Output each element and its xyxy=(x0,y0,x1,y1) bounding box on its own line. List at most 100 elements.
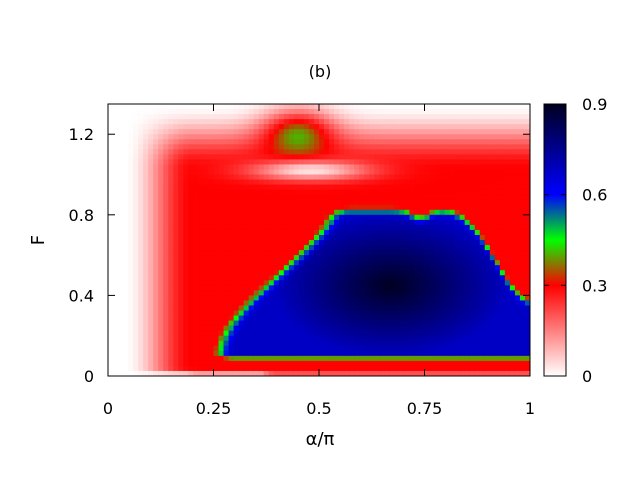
x-axis-label: α/π xyxy=(306,429,335,450)
heatmap-cell xyxy=(454,260,461,266)
heatmap-cell xyxy=(313,134,320,140)
heatmap-cell xyxy=(213,350,220,357)
heatmap-cell xyxy=(479,250,486,256)
heatmap-cell xyxy=(389,189,395,196)
heatmap-cell xyxy=(379,360,385,367)
heatmap-cell xyxy=(293,199,300,206)
heatmap-cell xyxy=(449,305,456,312)
heatmap-cell xyxy=(288,209,295,216)
heatmap-cell xyxy=(303,280,310,286)
heatmap-cell xyxy=(339,335,345,342)
heatmap-cell xyxy=(243,199,250,206)
heatmap-cell xyxy=(469,335,476,342)
heatmap-cell xyxy=(178,124,184,130)
heatmap-cell xyxy=(379,129,385,135)
heatmap-cell xyxy=(188,335,194,342)
heatmap-cell xyxy=(203,265,210,271)
heatmap-cell xyxy=(178,370,184,376)
heatmap-cell xyxy=(308,114,315,120)
heatmap-cell xyxy=(238,245,245,251)
heatmap-cell xyxy=(334,224,340,231)
heatmap-cell xyxy=(208,189,215,196)
heatmap-cell xyxy=(193,245,200,251)
heatmap-cell xyxy=(324,295,330,302)
heatmap-cell xyxy=(288,224,295,231)
heatmap-cell xyxy=(354,154,360,161)
heatmap-cell xyxy=(133,169,139,176)
heatmap-cell xyxy=(404,184,411,191)
heatmap-cell xyxy=(138,109,144,115)
heatmap-cell xyxy=(474,310,481,317)
heatmap-cell xyxy=(419,124,426,130)
heatmap-cell xyxy=(514,240,521,246)
heatmap-cell xyxy=(283,139,290,145)
heatmap-cell xyxy=(474,325,481,332)
heatmap-cell xyxy=(233,325,240,332)
heatmap-cell xyxy=(248,250,255,256)
heatmap-cell xyxy=(444,285,451,291)
heatmap-cell xyxy=(429,149,436,155)
heatmap-cell xyxy=(419,109,426,115)
heatmap-cell xyxy=(489,154,496,161)
heatmap-cell xyxy=(283,350,290,357)
heatmap-cell xyxy=(178,305,184,312)
heatmap-cell xyxy=(198,310,205,317)
heatmap-cell xyxy=(188,119,194,125)
heatmap-cell xyxy=(419,265,426,271)
heatmap-cell xyxy=(113,355,119,362)
heatmap-cell xyxy=(113,350,119,357)
heatmap-cell xyxy=(354,310,360,317)
heatmap-cell xyxy=(128,179,134,186)
heatmap-cell xyxy=(394,280,400,286)
heatmap-cell xyxy=(369,350,375,357)
heatmap-cell xyxy=(454,204,461,211)
heatmap-cell xyxy=(399,199,405,206)
heatmap-cell xyxy=(459,229,466,236)
heatmap-cell xyxy=(504,240,511,246)
heatmap-cell xyxy=(173,154,179,161)
heatmap-cell xyxy=(459,144,466,150)
heatmap-cell xyxy=(464,224,471,231)
heatmap-cell xyxy=(313,260,320,266)
heatmap-cell xyxy=(173,280,179,286)
heatmap-cell xyxy=(359,144,365,150)
heatmap-cell xyxy=(434,330,441,337)
heatmap-cell xyxy=(434,114,441,120)
heatmap-cell xyxy=(444,325,451,332)
heatmap-cell xyxy=(364,325,370,332)
heatmap-cell xyxy=(479,330,486,337)
heatmap-cell xyxy=(228,164,235,171)
heatmap-cell xyxy=(308,275,315,281)
heatmap-cell xyxy=(308,270,315,276)
heatmap-cell xyxy=(374,104,380,110)
heatmap-cell xyxy=(248,164,255,171)
heatmap-cell xyxy=(143,169,149,176)
heatmap-cell xyxy=(444,184,451,191)
heatmap-cell xyxy=(208,280,215,286)
heatmap-cell xyxy=(268,154,275,161)
heatmap-cell xyxy=(324,355,330,362)
heatmap-cell xyxy=(354,355,360,362)
heatmap-cell xyxy=(258,124,265,130)
heatmap-cell xyxy=(188,134,194,140)
heatmap-cell xyxy=(444,345,451,352)
heatmap-cell xyxy=(288,305,295,312)
heatmap-cell xyxy=(374,184,380,191)
heatmap-cell xyxy=(369,335,375,342)
heatmap-cell xyxy=(268,370,275,376)
heatmap-cell xyxy=(133,280,139,286)
heatmap-cell xyxy=(384,174,390,181)
heatmap-cell xyxy=(113,184,119,191)
heatmap-cell xyxy=(288,300,295,307)
heatmap-cell xyxy=(303,234,310,241)
heatmap-cell xyxy=(429,315,436,322)
heatmap-cell xyxy=(429,285,436,291)
heatmap-cell xyxy=(218,234,225,241)
heatmap-cell xyxy=(404,174,411,181)
heatmap-cell xyxy=(303,345,310,352)
heatmap-cell xyxy=(143,149,149,155)
heatmap-cell xyxy=(514,164,521,171)
heatmap-cell xyxy=(389,370,395,376)
heatmap-cell xyxy=(494,159,501,166)
heatmap-cell xyxy=(213,104,220,110)
